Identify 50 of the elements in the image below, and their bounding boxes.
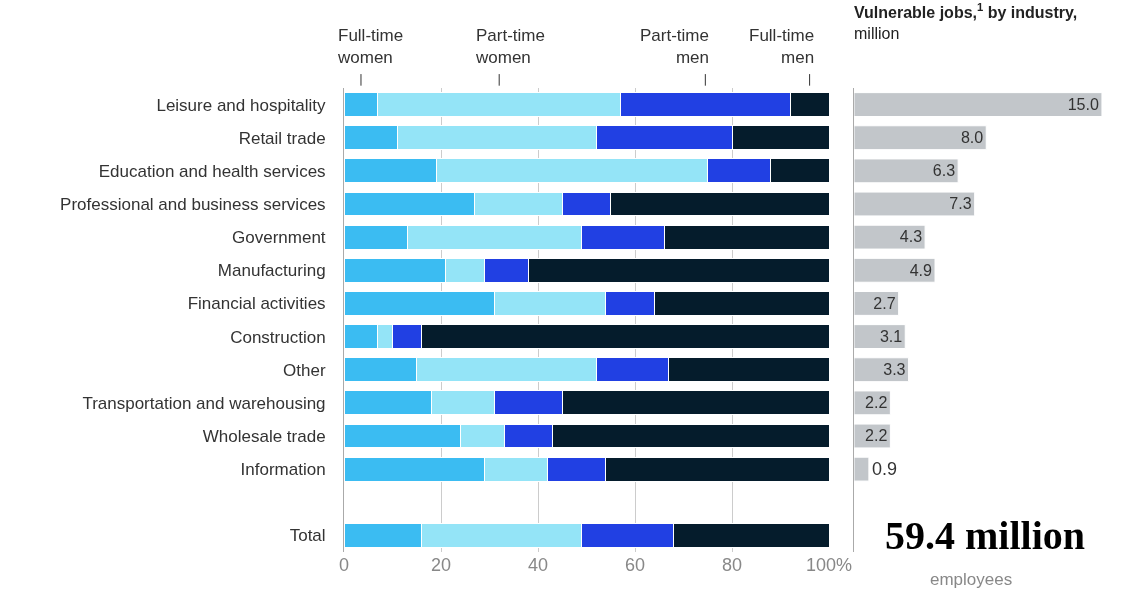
bar: [854, 125, 987, 151]
chart-title: Vulnerable jobs,$^{1}$ by industry,: [854, 1, 1078, 21]
series-label: Full-time men: [749, 26, 815, 68]
series-label: Part-time men: [640, 26, 709, 68]
data-label: 15.0: [1067, 94, 1099, 113]
series-label: Part-time women: [475, 26, 545, 68]
y-tick-label: Professional and business services: [60, 194, 326, 214]
bar: [854, 158, 959, 184]
data-label: 2.7: [873, 293, 896, 312]
bar: [854, 224, 926, 250]
data-label: 3.1: [879, 326, 903, 345]
y-tick-label: Construction: [230, 327, 326, 347]
y-tick-label: Total: [289, 526, 326, 546]
data-label: 0.9: [871, 459, 897, 480]
y-tick-label: Government: [232, 228, 326, 248]
y-tick-label: Retail trade: [238, 128, 326, 148]
data-label: 3.3: [883, 360, 906, 379]
y-tick-label: Other: [283, 360, 326, 380]
data-label: 7.3: [949, 194, 972, 213]
y-tick-label: Transportation and warehousing: [82, 393, 326, 413]
x-tick-label: 0: [338, 555, 350, 575]
data-label: 2.2: [865, 426, 888, 445]
x-tick-label: 20: [430, 555, 452, 575]
y-tick-label: Manufacturing: [217, 261, 326, 281]
bar: [854, 92, 1103, 117]
chart-subtitle: million: [854, 24, 900, 42]
annotation: 59.4 million: [885, 513, 1086, 558]
bar: [854, 357, 910, 383]
series-label: Full-time women: [337, 26, 404, 68]
bar: [854, 324, 906, 349]
y-tick-label: Education and health services: [98, 161, 326, 181]
data-label: 4.3: [899, 227, 923, 246]
bar: [854, 291, 900, 316]
x-tick-label: 60: [624, 555, 646, 575]
y-tick-label: Financial activities: [187, 294, 326, 314]
data-label: 8.0: [960, 128, 984, 147]
y-tick-label: Wholesale trade: [202, 426, 326, 446]
data-label: 2.2: [865, 393, 888, 412]
bar: [854, 191, 976, 217]
y-tick-label: Leisure and hospitality: [156, 95, 327, 115]
x-tick-label: 40: [527, 555, 549, 575]
bar: [854, 456, 870, 482]
bar: [854, 257, 936, 283]
data-label: 6.3: [932, 161, 956, 180]
x-tick-label: 80: [721, 555, 743, 575]
text: employees: [930, 570, 1013, 589]
y-tick-label: Information: [240, 460, 326, 480]
x-tick-label: 100%: [805, 555, 853, 575]
bar: [854, 423, 891, 449]
data-label: 4.9: [909, 260, 933, 279]
